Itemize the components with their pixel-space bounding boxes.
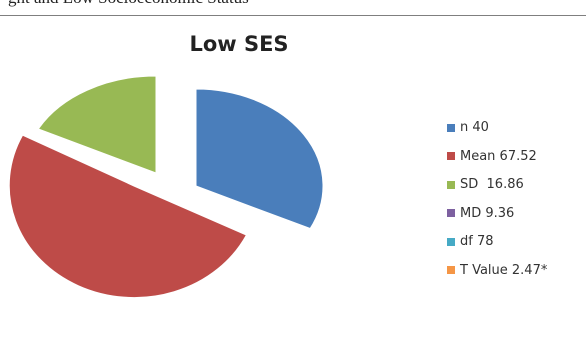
legend-swatch: [447, 180, 455, 189]
legend-label: SD 16.86: [460, 177, 524, 192]
pie-slice-mean-67-52: [8, 134, 248, 299]
pie-slice-n-40: [195, 88, 324, 230]
legend-label: MD 9.36: [460, 205, 515, 221]
legend-swatch: [447, 209, 455, 217]
legend-swatch: [447, 152, 455, 160]
legend-label: Mean 67.52: [460, 148, 537, 164]
legend-swatch: [447, 123, 455, 132]
legend-item-mean-67-52: Mean 67.52: [447, 149, 547, 164]
legend-item-t-value-2-47: T Value 2.47*: [447, 263, 547, 278]
legend-item-sd-16-86: SD 16.86: [447, 177, 547, 192]
legend-item-md-9-36: MD 9.36: [447, 206, 547, 221]
legend-item-n-40: n 40: [447, 120, 547, 135]
legend-label: df 78: [460, 234, 494, 249]
legend-label: T Value 2.47*: [460, 262, 548, 278]
legend-swatch: [447, 237, 455, 246]
caption-rule: [0, 15, 586, 16]
caption-fragment: ght and Low Socioeconomic Status: [8, 0, 249, 8]
legend-item-df-78: df 78: [447, 234, 547, 249]
legend-label: n 40: [460, 120, 489, 135]
chart-title: Low SES: [189, 32, 289, 56]
legend-swatch: [447, 266, 455, 274]
pie-slice-sd-16-86: [37, 75, 157, 174]
chart-legend: n 40 Mean 67.52 SD 16.86 MD 9.36 df 78 T Valu…: [447, 120, 547, 291]
